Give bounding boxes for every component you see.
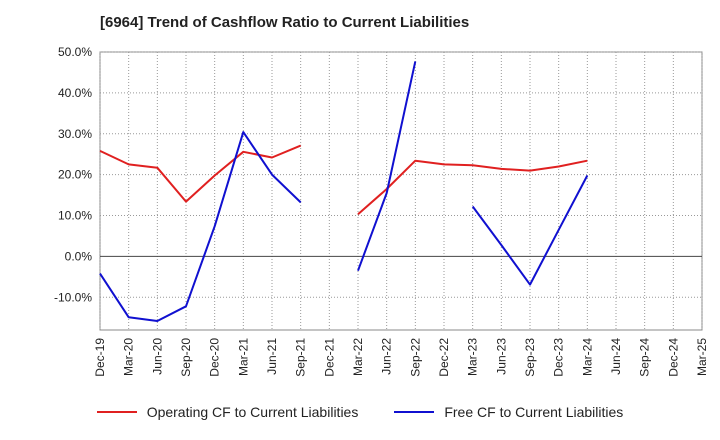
- x-tick-label: Sep-21: [294, 338, 308, 377]
- x-tick-label: Sep-22: [408, 338, 422, 377]
- x-tick-label: Mar-25: [695, 338, 709, 376]
- x-tick-label: Dec-24: [666, 338, 680, 377]
- y-tick-label: 20.0%: [58, 168, 92, 182]
- y-tick-label: -10.0%: [54, 290, 92, 304]
- legend-swatch: [394, 411, 435, 413]
- legend-swatch: [96, 411, 137, 413]
- x-tick-label: Dec-23: [552, 338, 566, 377]
- x-tick-label: Jun-24: [609, 338, 623, 375]
- chart-title: [6964] Trend of Cashflow Ratio to Curren…: [100, 14, 470, 31]
- y-tick-label: 50.0%: [58, 45, 92, 59]
- y-tick-label: 40.0%: [58, 86, 92, 100]
- x-tick-label: Jun-23: [494, 338, 508, 375]
- y-tick-label: 0.0%: [65, 249, 93, 263]
- x-tick-label: Dec-20: [208, 338, 222, 377]
- x-tick-label: Jun-20: [150, 338, 164, 375]
- x-tick-label: Mar-21: [236, 338, 250, 376]
- x-tick-label: Sep-24: [638, 338, 652, 377]
- plot-area: Dec-19 Mar-20 Jun-20 Sep-20 Dec-20 Mar-21 Jun-…: [54, 45, 709, 377]
- x-tick-label: Mar-23: [466, 338, 480, 376]
- x-tick-label: Jun-21: [265, 338, 279, 375]
- x-tick-label: Mar-22: [351, 338, 365, 376]
- x-tick-label: Mar-20: [122, 338, 136, 376]
- legend-label: Free CF to Current Liabilities: [444, 404, 624, 420]
- legend: Operating CF to Current Liabilities Free …: [0, 404, 720, 420]
- series-line-1: [99, 61, 589, 322]
- x-tick-label: Sep-20: [179, 338, 193, 377]
- legend-item-1: Free CF to Current Liabilities: [394, 404, 623, 420]
- x-tick-label: Dec-19: [93, 338, 107, 377]
- legend-label: Operating CF to Current Liabilities: [146, 404, 359, 420]
- x-tick-label: Sep-23: [523, 338, 537, 377]
- y-tick-label: 30.0%: [58, 127, 92, 141]
- y-tick-label: 10.0%: [58, 209, 92, 223]
- x-tick-label: Mar-24: [580, 338, 594, 376]
- x-tick-label: Dec-21: [322, 338, 336, 377]
- series-line-0: [99, 144, 588, 216]
- legend-item-0: Operating CF to Current Liabilities: [96, 404, 359, 420]
- x-tick-label: Jun-22: [380, 338, 394, 375]
- plot-frame: [99, 51, 703, 331]
- x-tick-label: Dec-22: [437, 338, 451, 377]
